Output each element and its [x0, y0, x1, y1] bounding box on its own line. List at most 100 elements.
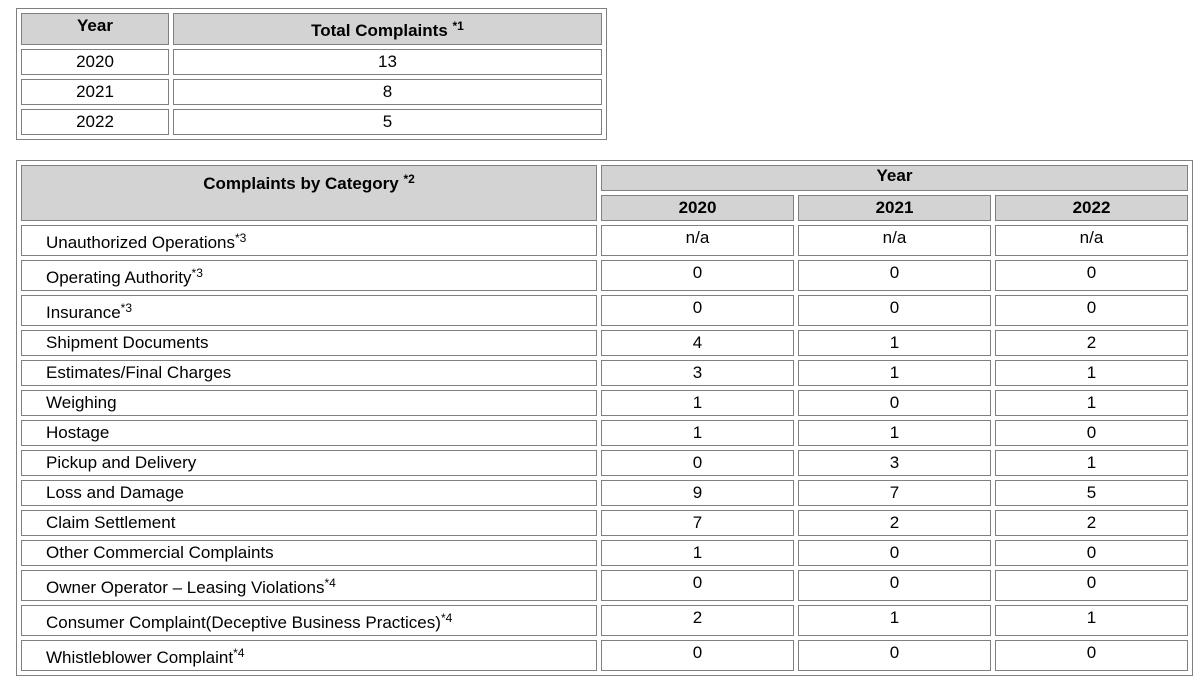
value-cell: n/a [995, 225, 1188, 256]
table-row: Hostage 1 1 0 [21, 420, 1188, 446]
value-cell: 7 [601, 510, 794, 536]
table-row: Operating Authority*3 0 0 0 [21, 260, 1188, 291]
table-row: Weighing 1 0 1 [21, 390, 1188, 416]
table-row: Unauthorized Operations*3 n/a n/a n/a [21, 225, 1188, 256]
category-label: Loss and Damage [46, 483, 184, 502]
value-cell: 5 [995, 480, 1188, 506]
footnote-marker: *1 [452, 19, 464, 33]
year-header-label: Year [77, 16, 113, 35]
category-label: Consumer Complaint(Deceptive Business Pr… [46, 613, 441, 632]
value-cell: 0 [995, 640, 1188, 671]
value-cell: 0 [798, 640, 991, 671]
category-label: Estimates/Final Charges [46, 363, 232, 382]
category-label: Insurance [46, 303, 121, 322]
table-row: Loss and Damage 9 7 5 [21, 480, 1188, 506]
category-cell: Unauthorized Operations*3 [21, 225, 597, 256]
category-cell: Other Commercial Complaints [21, 540, 597, 566]
category-cell: Estimates/Final Charges [21, 360, 597, 386]
value-cell: 0 [798, 540, 991, 566]
total-complaints-column-header: Total Complaints *1 [173, 13, 602, 45]
value-cell: 3 [601, 360, 794, 386]
totals-header-row: Year Total Complaints *1 [21, 13, 602, 45]
value-cell: 1 [995, 360, 1188, 386]
year-cell: 2021 [21, 79, 169, 105]
total-cell: 8 [173, 79, 602, 105]
value-cell: n/a [798, 225, 991, 256]
category-header-label: Complaints by Category [203, 174, 399, 193]
footnote-marker: *4 [440, 611, 453, 625]
category-label: Claim Settlement [46, 513, 176, 532]
footnote-marker: *3 [120, 301, 133, 315]
value-cell: 1 [995, 450, 1188, 476]
value-cell: 1 [798, 330, 991, 356]
category-label: Unauthorized Operations [46, 233, 236, 252]
value-cell: 1 [995, 390, 1188, 416]
table-row: Other Commercial Complaints 1 0 0 [21, 540, 1188, 566]
category-label: Shipment Documents [46, 333, 209, 352]
table-row: Pickup and Delivery 0 3 1 [21, 450, 1188, 476]
totals-table-body: 2020 13 2021 8 2022 5 [21, 49, 602, 135]
value-cell: 0 [995, 540, 1188, 566]
value-cell: 0 [995, 570, 1188, 601]
category-header-row: Complaints by Category *2 Year [21, 165, 1188, 221]
category-table-body: Unauthorized Operations*3 n/a n/a n/a Operat… [21, 225, 1188, 671]
category-cell: Claim Settlement [21, 510, 597, 536]
category-cell: Hostage [21, 420, 597, 446]
value-cell: 0 [798, 295, 991, 326]
year-2022-header: 2022 [995, 195, 1188, 221]
table-row: Shipment Documents 4 1 2 [21, 330, 1188, 356]
category-cell: Pickup and Delivery [21, 450, 597, 476]
table-row: Estimates/Final Charges 3 1 1 [21, 360, 1188, 386]
category-cell: Owner Operator – Leasing Violations*4 [21, 570, 597, 601]
category-label: Pickup and Delivery [46, 453, 197, 472]
value-cell: 2 [798, 510, 991, 536]
category-cell: Consumer Complaint(Deceptive Business Pr… [21, 605, 597, 636]
category-cell: Insurance*3 [21, 295, 597, 326]
footnote-marker: *3 [191, 266, 203, 280]
category-label: Whistleblower Complaint [46, 648, 234, 667]
footnote-marker: *2 [403, 172, 415, 186]
value-cell: 3 [798, 450, 991, 476]
category-cell: Operating Authority*3 [21, 260, 597, 291]
value-cell: 0 [601, 570, 794, 601]
category-label: Operating Authority [46, 268, 192, 287]
value-cell: 1 [798, 605, 991, 636]
year-2021-header: 2021 [798, 195, 991, 221]
value-cell: 1 [798, 360, 991, 386]
value-cell: 4 [601, 330, 794, 356]
value-cell: 0 [601, 450, 794, 476]
value-cell: 1 [601, 540, 794, 566]
value-cell: 0 [601, 640, 794, 671]
value-cell: 0 [601, 260, 794, 291]
table-row: Insurance*3 0 0 0 [21, 295, 1188, 326]
value-cell: 9 [601, 480, 794, 506]
value-cell: 0 [798, 260, 991, 291]
category-cell: Loss and Damage [21, 480, 597, 506]
year-subheader-row: 2020 2021 2022 [21, 195, 1188, 221]
table-row: 2020 13 [21, 49, 602, 75]
category-cell: Shipment Documents [21, 330, 597, 356]
year-2020-header: 2020 [601, 195, 794, 221]
table-row: Owner Operator – Leasing Violations*4 0 0 0 [21, 570, 1188, 601]
category-label: Hostage [46, 423, 110, 442]
year-cell: 2022 [21, 109, 169, 135]
value-cell: n/a [601, 225, 794, 256]
value-cell: 0 [995, 420, 1188, 446]
year-group-header: Year [601, 165, 1188, 191]
value-cell: 1 [995, 605, 1188, 636]
value-cell: 2 [601, 605, 794, 636]
table-row: Consumer Complaint(Deceptive Business Pr… [21, 605, 1188, 636]
total-cell: 5 [173, 109, 602, 135]
category-label: Owner Operator – Leasing Violations [46, 578, 325, 597]
category-label: Weighing [46, 393, 117, 412]
value-cell: 2 [995, 510, 1188, 536]
complaints-by-category-table: Complaints by Category *2 Year 2020 2021… [16, 160, 1193, 676]
value-cell: 0 [601, 295, 794, 326]
table-row: Whistleblower Complaint*4 0 0 0 [21, 640, 1188, 671]
value-cell: 1 [601, 420, 794, 446]
total-complaints-table: Year Total Complaints *1 2020 13 2021 8 2022… [16, 8, 607, 140]
footnote-marker: *3 [235, 231, 247, 245]
category-cell: Whistleblower Complaint*4 [21, 640, 597, 671]
value-cell: 0 [798, 570, 991, 601]
total-header-label: Total Complaints [311, 21, 448, 40]
